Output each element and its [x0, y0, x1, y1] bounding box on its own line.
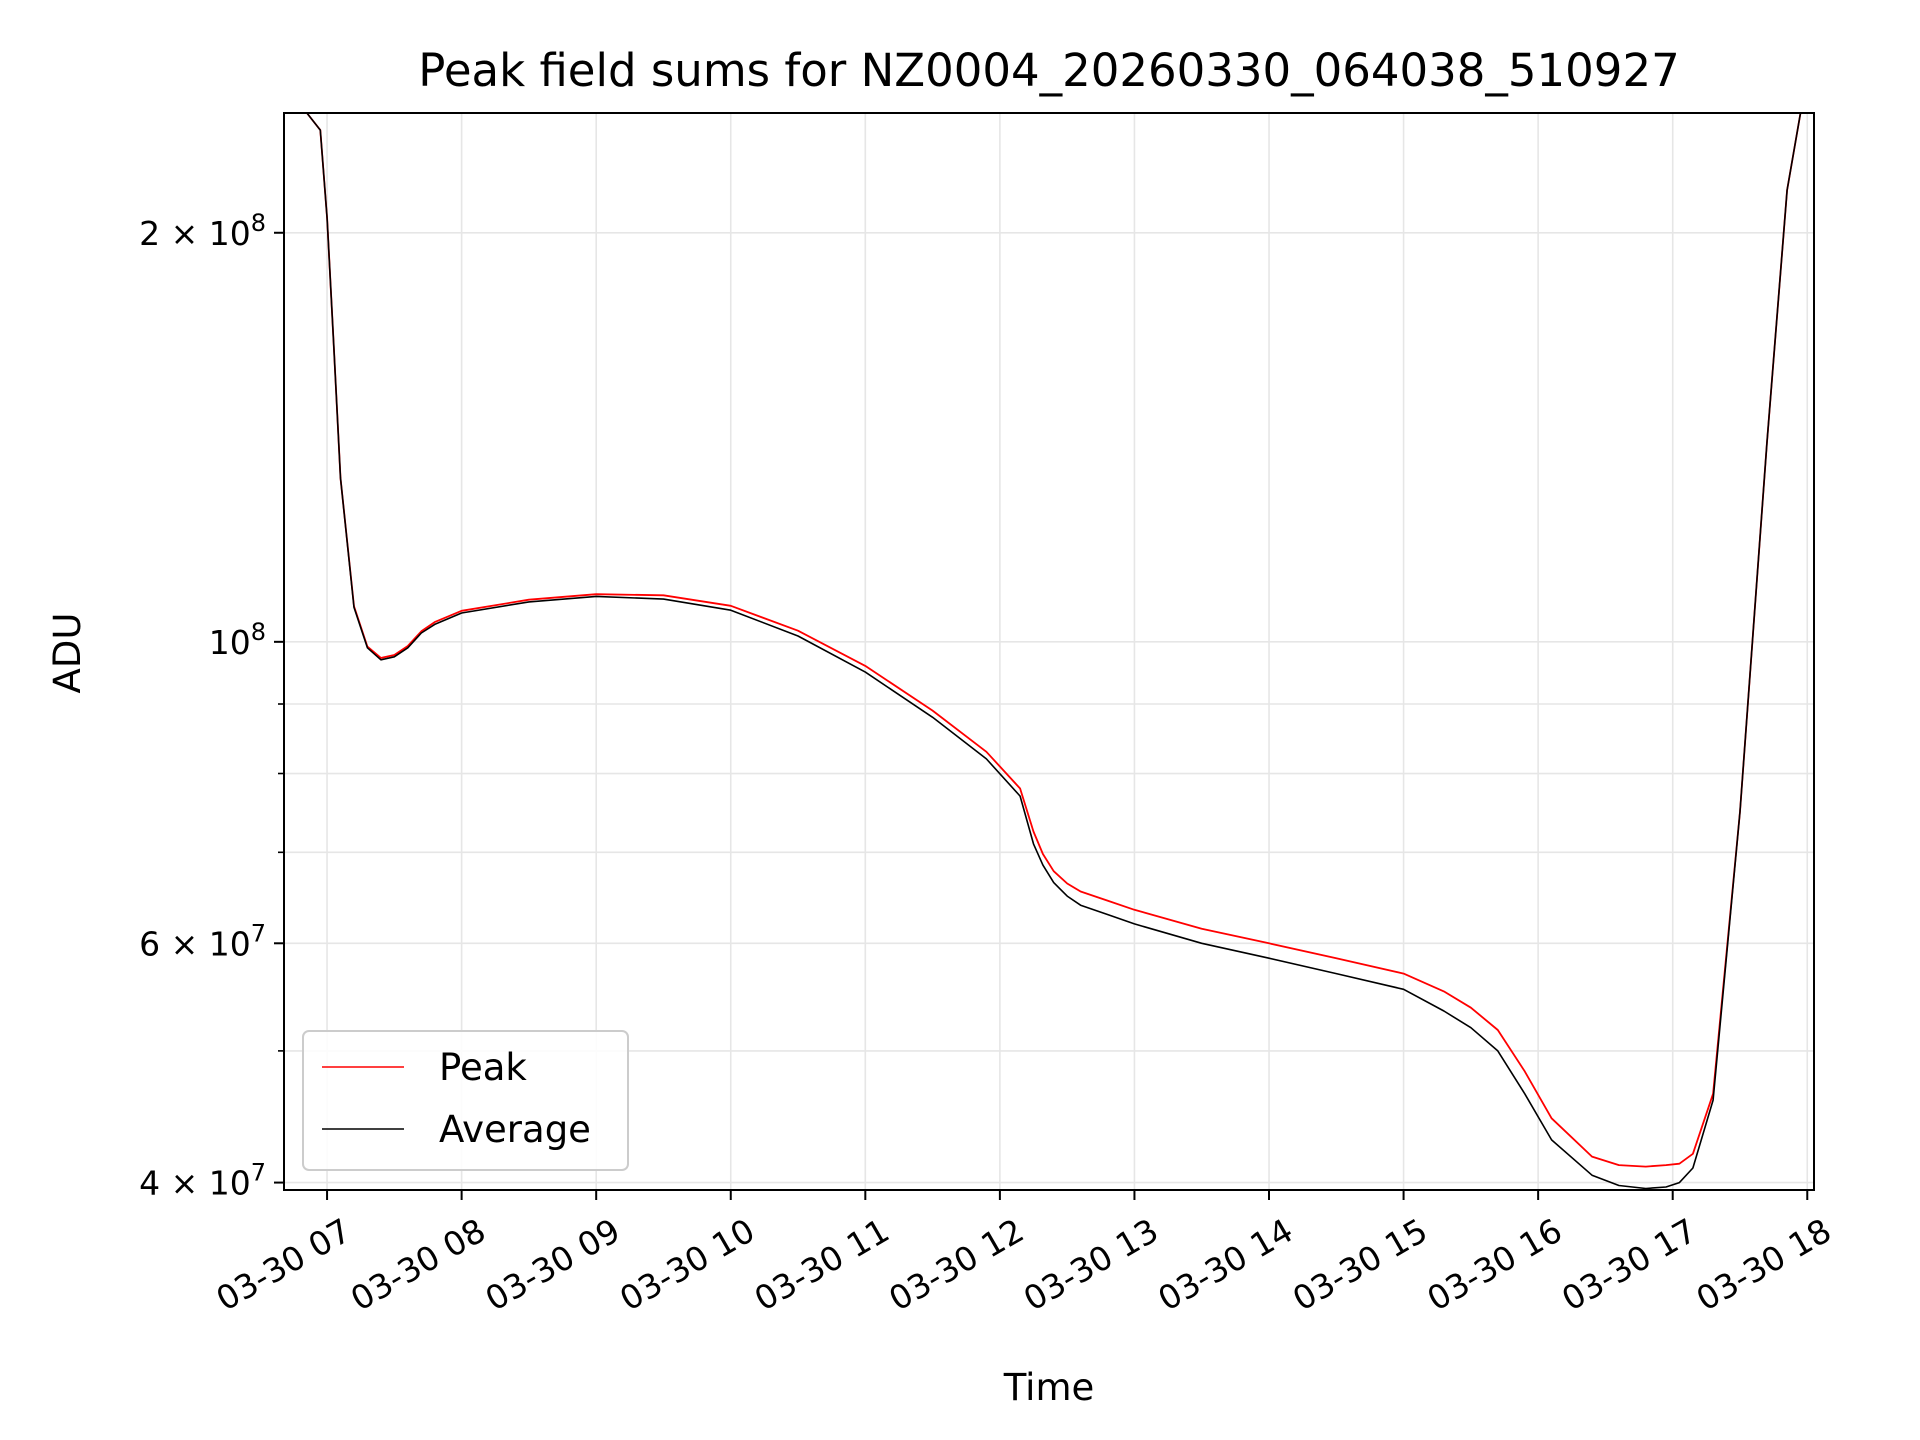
legend-peak-label: Peak: [439, 1046, 527, 1089]
y-tick-label: 2 × 108: [139, 209, 266, 253]
y-tick-label: 6 × 107: [139, 919, 266, 963]
x-axis-label: Time: [1003, 1366, 1095, 1409]
y-axis-ticks: 4 × 107 6 × 107 108 2 × 108: [139, 209, 284, 1203]
chart-title: Peak field sums for NZ0004_20260330_0640…: [418, 44, 1679, 97]
legend: Peak Average: [302, 1030, 629, 1171]
series-line-peak: [286, 112, 1802, 1168]
grid: [284, 113, 1814, 1190]
legend-average-label: Average: [439, 1108, 591, 1151]
y-axis-label: ADU: [46, 613, 89, 694]
plot-frame: [283, 112, 1815, 1191]
legend-box: [302, 1030, 629, 1171]
y-tick-label: 4 × 107: [139, 1159, 266, 1203]
y-tick-label: 108: [209, 618, 266, 662]
series-line-average: [286, 112, 1802, 1190]
plot-lines: [286, 112, 1802, 1190]
